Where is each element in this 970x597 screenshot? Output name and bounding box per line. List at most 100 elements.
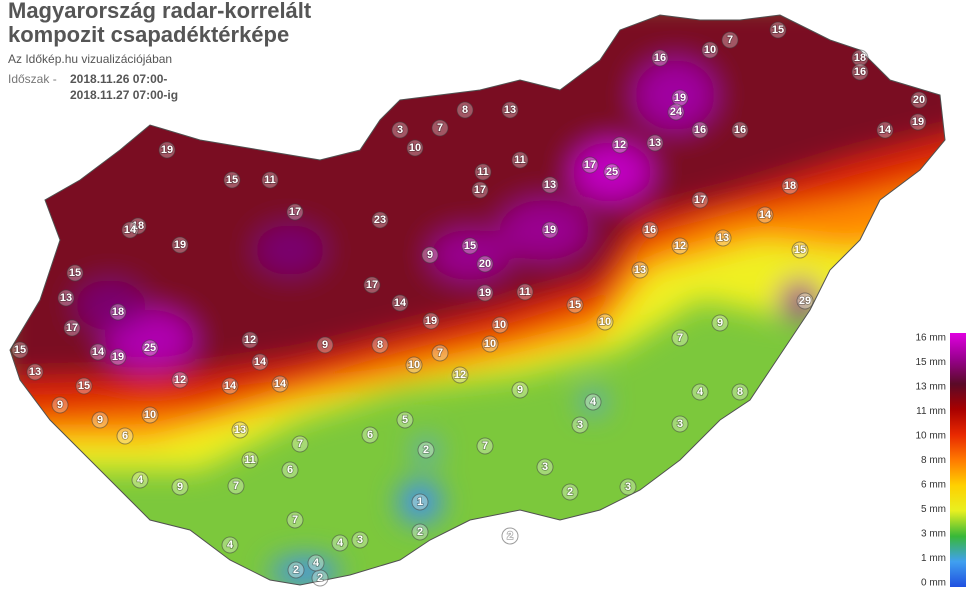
station-value: 10 [144, 409, 156, 421]
station-marker [791, 241, 809, 259]
station-value: 17 [289, 206, 301, 218]
station-value: 15 [14, 344, 26, 356]
station-marker [411, 523, 429, 541]
station-value: 3 [577, 419, 583, 431]
station-value: 14 [274, 378, 287, 390]
station-marker [516, 283, 534, 301]
station-marker [566, 296, 584, 314]
station-value: 11 [519, 286, 531, 298]
station-value: 18 [784, 180, 796, 192]
station-value: 16 [734, 124, 746, 136]
station-marker [281, 461, 299, 479]
legend-label: 5 mm [921, 504, 946, 515]
station-value: 2 [423, 444, 429, 456]
station-value: 6 [367, 429, 373, 441]
station-marker [476, 437, 494, 455]
station-value: 15 [69, 267, 81, 279]
station-value: 17 [366, 279, 378, 291]
station-marker [461, 237, 479, 255]
station-marker [363, 276, 381, 294]
station-value: 7 [233, 480, 239, 492]
station-value: 29 [799, 295, 811, 307]
station-marker [431, 119, 449, 137]
subtitle: Az Időkép.hu vizualizációjában [8, 52, 172, 66]
station-marker [651, 49, 669, 67]
station-value: 9 [717, 317, 723, 329]
station-value: 3 [677, 418, 683, 430]
station-value: 15 [464, 240, 476, 252]
station-value: 12 [674, 240, 686, 252]
station-marker [909, 113, 927, 131]
station-value: 4 [137, 474, 144, 486]
station-marker [536, 458, 554, 476]
station-value: 11 [244, 454, 256, 466]
station-value: 19 [425, 315, 437, 327]
station-marker [291, 435, 309, 453]
station-value: 8 [737, 386, 743, 398]
title-line1: Magyarország radar-korrelált [8, 0, 312, 23]
station-value: 24 [670, 106, 683, 118]
station-marker [406, 139, 424, 157]
station-marker [261, 171, 279, 189]
legend-label: 10 mm [915, 431, 946, 442]
legend-label: 13 mm [915, 382, 946, 393]
station-value: 13 [649, 137, 661, 149]
station-marker [910, 91, 928, 109]
station-value: 17 [474, 184, 486, 196]
station-marker [671, 415, 689, 433]
station-marker [769, 21, 787, 39]
station-marker [57, 289, 75, 307]
station-marker [66, 264, 84, 282]
station-marker [131, 471, 149, 489]
station-marker [371, 336, 389, 354]
station-marker [714, 229, 732, 247]
station-marker [116, 427, 134, 445]
station-value: 18 [132, 220, 144, 232]
station-value: 16 [644, 224, 656, 236]
station-value: 10 [704, 44, 716, 56]
station-value: 7 [677, 332, 683, 344]
station-marker [671, 89, 689, 107]
station-value: 16 [854, 66, 866, 78]
station-marker [422, 312, 440, 330]
station-value: 19 [912, 116, 924, 128]
station-marker [121, 221, 139, 239]
station-value: 14 [224, 380, 237, 392]
station-marker [391, 294, 409, 312]
station-value: 19 [174, 239, 186, 251]
station-marker [331, 534, 349, 552]
station-marker [396, 411, 414, 429]
station-marker [474, 163, 492, 181]
station-marker [584, 393, 602, 411]
station-value: 8 [377, 339, 383, 351]
period-start: 2018.11.26 07:00- [70, 72, 167, 86]
station-value: 19 [161, 144, 173, 156]
station-marker [561, 483, 579, 501]
station-marker [171, 236, 189, 254]
legend-bar [950, 333, 966, 587]
station-marker [391, 121, 409, 139]
station-marker [731, 121, 749, 139]
station-marker [781, 177, 799, 195]
station-marker [511, 381, 529, 399]
legend-label: 1 mm [921, 553, 946, 564]
legend-label: 0 mm [921, 578, 946, 589]
station-value: 7 [297, 438, 303, 450]
legend-label: 11 mm [916, 406, 946, 417]
station-marker [411, 493, 429, 511]
station-marker [287, 561, 305, 579]
station-value: 4 [313, 557, 320, 569]
station-marker [701, 41, 719, 59]
station-value: 18 [112, 306, 124, 318]
station-value: 15 [794, 244, 806, 256]
station-marker [405, 356, 423, 374]
station-value: 13 [717, 232, 729, 244]
station-value: 9 [427, 249, 433, 261]
station-value: 20 [913, 94, 925, 106]
station-marker [91, 411, 109, 429]
station-marker [721, 31, 739, 49]
station-marker [596, 313, 614, 331]
station-marker [129, 217, 147, 235]
station-marker [571, 416, 589, 434]
